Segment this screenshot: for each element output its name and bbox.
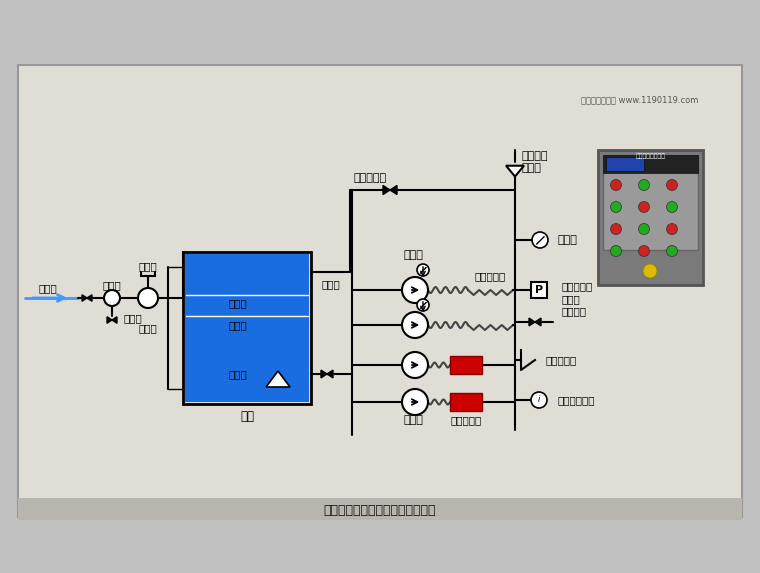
Circle shape xyxy=(402,389,428,415)
Circle shape xyxy=(638,179,650,190)
Circle shape xyxy=(667,245,677,257)
Text: 泄放试验阀: 泄放试验阀 xyxy=(353,173,387,183)
Text: 高压单向阀: 高压单向阀 xyxy=(545,355,576,365)
Bar xyxy=(531,282,547,298)
Polygon shape xyxy=(390,186,397,195)
Bar xyxy=(185,254,309,402)
Circle shape xyxy=(417,264,429,276)
Bar xyxy=(598,150,703,285)
Text: 稳压泵: 稳压泵 xyxy=(403,415,423,425)
Circle shape xyxy=(402,312,428,338)
Circle shape xyxy=(667,202,677,213)
Text: 过滤器: 过滤器 xyxy=(103,280,122,290)
Circle shape xyxy=(638,202,650,213)
Circle shape xyxy=(667,223,677,234)
Polygon shape xyxy=(535,318,541,326)
Text: 压力传感器: 压力传感器 xyxy=(561,281,592,291)
Circle shape xyxy=(667,179,677,190)
Polygon shape xyxy=(506,166,524,176)
Text: 泄水阀: 泄水阀 xyxy=(561,294,580,304)
Circle shape xyxy=(638,223,650,234)
Polygon shape xyxy=(112,317,117,323)
Polygon shape xyxy=(327,370,333,378)
Circle shape xyxy=(532,232,548,248)
Text: 压力表: 压力表 xyxy=(557,235,577,245)
Text: 控制阀: 控制阀 xyxy=(521,163,541,173)
Circle shape xyxy=(402,277,428,303)
Text: 手动阀: 手动阀 xyxy=(123,313,142,323)
Bar xyxy=(606,157,644,171)
Bar xyxy=(603,155,698,250)
Circle shape xyxy=(402,352,428,378)
Polygon shape xyxy=(82,295,87,301)
Bar xyxy=(603,155,698,173)
Bar xyxy=(450,356,482,374)
Circle shape xyxy=(610,202,622,213)
Text: 消防泵: 消防泵 xyxy=(403,250,423,260)
Text: 补水位: 补水位 xyxy=(229,320,247,330)
Text: 液位计: 液位计 xyxy=(138,323,157,333)
Text: （常开）: （常开） xyxy=(521,151,547,161)
Text: （常闭）: （常闭） xyxy=(561,306,586,316)
Text: 电接点压力表: 电接点压力表 xyxy=(557,395,594,405)
Text: 低压单向阀: 低压单向阀 xyxy=(451,415,482,425)
Bar xyxy=(18,65,742,517)
Circle shape xyxy=(417,299,429,311)
Circle shape xyxy=(638,245,650,257)
Text: 泄压调压阀: 泄压调压阀 xyxy=(474,271,505,281)
Polygon shape xyxy=(383,186,390,195)
Text: 水箱: 水箱 xyxy=(240,410,254,422)
Text: 枯水位: 枯水位 xyxy=(229,369,247,379)
Text: 补水管: 补水管 xyxy=(39,283,57,293)
Text: i: i xyxy=(538,395,540,405)
Polygon shape xyxy=(529,318,535,326)
Text: P: P xyxy=(535,285,543,295)
Bar xyxy=(18,498,742,520)
Text: 电动阀: 电动阀 xyxy=(138,261,157,271)
Circle shape xyxy=(531,392,547,408)
Circle shape xyxy=(138,288,158,308)
Circle shape xyxy=(610,179,622,190)
Polygon shape xyxy=(266,371,290,387)
Text: 停水位: 停水位 xyxy=(229,299,247,308)
Text: 低压单向阀：设置在稳压泵出口。: 低压单向阀：设置在稳压泵出口。 xyxy=(324,504,436,516)
Polygon shape xyxy=(321,370,327,378)
Polygon shape xyxy=(107,317,112,323)
Circle shape xyxy=(610,245,622,257)
Bar xyxy=(450,393,482,411)
Circle shape xyxy=(610,223,622,234)
Text: 溢流管: 溢流管 xyxy=(321,279,340,289)
Text: 中国消防资源网 www.1190119.com: 中国消防资源网 www.1190119.com xyxy=(581,96,698,104)
Circle shape xyxy=(643,264,657,278)
Circle shape xyxy=(104,290,120,306)
Polygon shape xyxy=(87,295,92,301)
Text: 细水雾泵组控制柜: 细水雾泵组控制柜 xyxy=(635,153,666,159)
Bar xyxy=(183,252,311,404)
